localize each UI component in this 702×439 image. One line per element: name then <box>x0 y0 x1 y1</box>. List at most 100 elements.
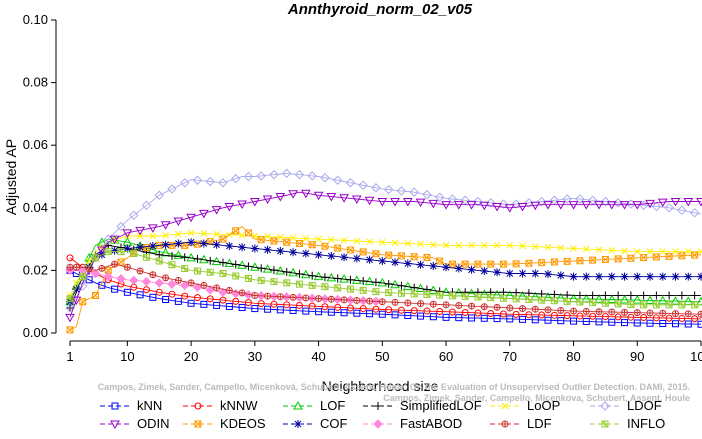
data-point <box>372 305 380 313</box>
data-point <box>684 272 693 281</box>
data-point <box>366 310 374 318</box>
data-point <box>391 239 399 247</box>
data-point <box>442 313 450 321</box>
data-point <box>601 291 610 300</box>
legend-marker <box>194 402 202 410</box>
data-point <box>429 241 437 249</box>
data-point <box>187 279 195 287</box>
data-point <box>192 282 203 293</box>
data-point <box>607 272 616 281</box>
data-point <box>187 299 195 307</box>
data-point <box>454 264 463 273</box>
data-point <box>480 242 488 249</box>
data-point <box>200 300 208 308</box>
data-point <box>696 198 702 207</box>
data-point <box>563 297 571 305</box>
data-point <box>78 281 88 291</box>
data-point <box>302 235 310 242</box>
legend-label: ODIN <box>137 416 170 431</box>
y-tick-label: 0.08 <box>23 75 48 90</box>
data-point <box>658 272 667 281</box>
data-point <box>531 269 540 278</box>
data-point <box>499 310 507 318</box>
data-point <box>455 242 463 249</box>
data-point <box>264 233 271 240</box>
data-point <box>307 171 317 181</box>
data-point <box>327 308 335 316</box>
data-point <box>116 221 126 232</box>
data-point <box>409 187 419 197</box>
data-point <box>557 307 565 314</box>
data-point <box>525 259 533 267</box>
data-point <box>601 299 609 307</box>
data-point <box>193 240 201 248</box>
legend-label: SimplifiedLOF <box>400 398 482 413</box>
data-point <box>442 242 450 249</box>
data-point <box>225 302 233 310</box>
legend-marker <box>373 419 383 429</box>
legend-marker <box>501 402 509 410</box>
data-point <box>512 288 521 297</box>
data-point <box>582 307 590 315</box>
data-point <box>600 196 611 207</box>
data-point <box>621 319 629 327</box>
data-point <box>257 236 265 244</box>
data-point <box>167 184 177 194</box>
data-point <box>403 259 412 268</box>
data-point <box>664 203 674 213</box>
data-point <box>474 309 482 317</box>
data-point <box>525 296 533 304</box>
data-point <box>327 295 335 303</box>
data-point <box>366 238 373 245</box>
data-point <box>129 210 139 221</box>
y-tick-label: 0.04 <box>23 200 48 215</box>
data-point <box>474 260 482 268</box>
data-point <box>436 291 444 299</box>
data-point <box>238 231 246 239</box>
data-point <box>295 280 303 288</box>
data-point <box>162 296 170 304</box>
legend-item-lof: LOF <box>283 398 345 413</box>
data-point <box>308 281 316 289</box>
data-point <box>141 200 152 211</box>
data-point <box>576 312 584 320</box>
data-point <box>645 199 655 209</box>
data-point <box>180 253 189 262</box>
watermark: Campos, Zimek, Sander, Campello, Micenko… <box>98 382 690 392</box>
data-point <box>576 298 584 306</box>
data-point <box>162 231 169 239</box>
data-point <box>511 199 521 209</box>
data-point <box>320 173 330 183</box>
data-point <box>384 279 393 288</box>
data-point <box>270 300 278 308</box>
data-point <box>417 240 424 248</box>
data-point <box>416 260 425 269</box>
data-point <box>154 278 164 288</box>
data-point <box>468 242 475 249</box>
data-point <box>538 259 546 267</box>
data-point <box>155 250 164 259</box>
data-point <box>205 176 215 187</box>
data-point <box>264 292 272 300</box>
data-point <box>652 301 660 309</box>
legend-label: kNN <box>137 398 162 413</box>
data-point <box>506 242 514 249</box>
data-point <box>684 320 692 328</box>
data-point <box>480 267 489 276</box>
data-point <box>129 275 139 286</box>
data-point <box>238 304 246 312</box>
data-point <box>136 243 145 252</box>
data-point <box>359 305 367 313</box>
data-point <box>620 272 629 281</box>
data-point <box>155 257 163 265</box>
data-point <box>79 273 87 281</box>
data-point <box>410 307 418 315</box>
data-point <box>415 198 426 208</box>
data-point <box>364 196 375 206</box>
data-point <box>174 239 183 248</box>
data-point <box>697 310 702 318</box>
data-point <box>672 320 680 328</box>
data-point <box>544 316 552 324</box>
data-point <box>346 285 354 293</box>
data-point <box>116 274 126 284</box>
